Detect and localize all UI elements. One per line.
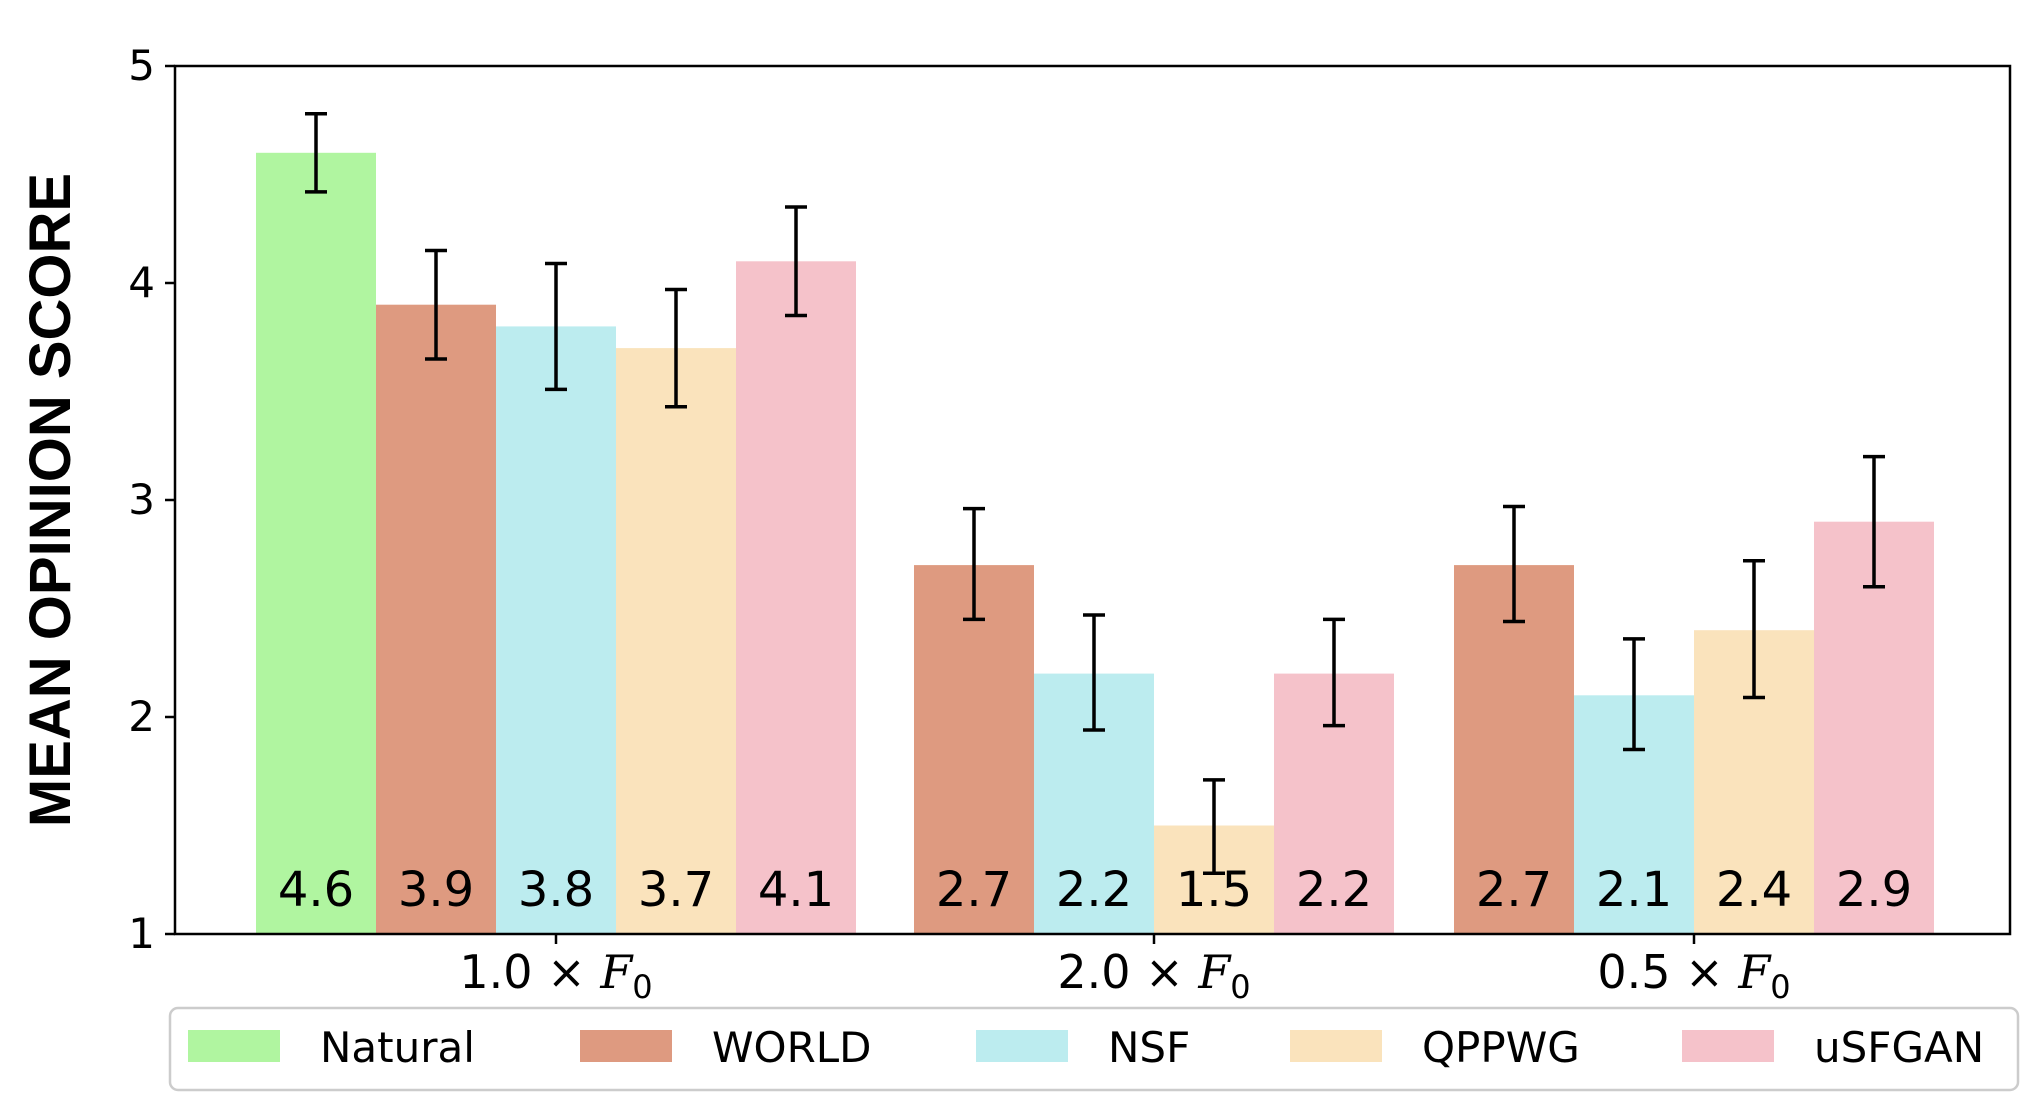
legend-label-nsf: NSF [1108, 1023, 1190, 1072]
data-label-nsf-cat0: 3.8 [518, 862, 594, 918]
x-tick-label-cat0: 1.0 × F0 [459, 945, 652, 1006]
y-tick-label-5: 5 [128, 41, 155, 90]
error-bar-usfgan-cat2 [1863, 454, 1885, 589]
error-bar-world-cat1 [963, 506, 985, 622]
legend-label-qppwg: QPPWG [1422, 1023, 1580, 1072]
legend-swatch-world [580, 1030, 672, 1062]
legend-label-natural: Natural [320, 1023, 475, 1072]
data-label-nsf-cat1: 2.2 [1056, 862, 1132, 918]
error-bar-natural-cat0 [305, 111, 327, 194]
bar-usfgan-cat0 [736, 261, 856, 934]
x-axis: 1.0 × F0 2.0 × F0 0.5 × F0 [459, 934, 1791, 1006]
y-tick-label-2: 2 [128, 692, 155, 741]
data-label-qppwg-cat1: 1.5 [1176, 862, 1252, 918]
error-bars-layer [305, 111, 1885, 875]
bar-world-cat0 [376, 304, 496, 934]
legend-label-usfgan: uSFGAN [1814, 1023, 1984, 1072]
legend-swatch-qppwg [1290, 1030, 1382, 1062]
data-label-usfgan-cat0: 4.1 [758, 862, 834, 918]
data-labels-layer: 4.6 3.9 3.8 3.7 4.1 2.7 2.2 1.5 2.2 2.7 2.1 2.4 2.9 [278, 862, 1912, 918]
legend-box [168, 1006, 2020, 1092]
bar-natural-cat0 [256, 152, 376, 935]
y-tick-label-4: 4 [128, 258, 155, 307]
x-tick-label-cat2: 0.5 × F0 [1597, 945, 1790, 1006]
data-label-natural-cat0: 4.6 [278, 862, 354, 918]
error-bar-nsf-cat1 [1083, 613, 1105, 732]
data-label-usfgan-cat1: 2.2 [1296, 862, 1372, 918]
error-bar-usfgan-cat0 [785, 205, 807, 318]
bar-qppwg-cat0 [616, 348, 736, 935]
y-tick-label-3: 3 [128, 475, 155, 524]
legend-swatch-nsf [976, 1030, 1068, 1062]
bars-layer [256, 152, 1934, 935]
error-bar-nsf-cat0 [545, 261, 567, 392]
y-tick-label-1: 1 [128, 909, 155, 958]
bar-world-cat2 [1454, 565, 1574, 934]
x-tick-label-cat1: 2.0 × F0 [1057, 945, 1250, 1006]
data-label-world-cat1: 2.7 [936, 862, 1012, 918]
data-label-nsf-cat2: 2.1 [1596, 862, 1672, 918]
legend-label-world: WORLD [712, 1023, 872, 1072]
error-bar-qppwg-cat2 [1743, 559, 1765, 700]
legend-swatch-usfgan [1682, 1030, 1774, 1062]
error-bar-qppwg-cat0 [665, 287, 687, 409]
data-label-qppwg-cat2: 2.4 [1716, 862, 1792, 918]
data-label-world-cat2: 2.7 [1476, 862, 1552, 918]
y-axis: 1 2 3 4 5 [128, 41, 175, 958]
error-bar-usfgan-cat1 [1323, 617, 1345, 728]
bar-nsf-cat0 [496, 326, 616, 934]
legend-swatch-natural [188, 1030, 280, 1062]
data-label-qppwg-cat0: 3.7 [638, 862, 714, 918]
error-bar-qppwg-cat1 [1203, 778, 1225, 875]
error-bar-nsf-cat2 [1623, 637, 1645, 752]
error-bar-world-cat2 [1503, 504, 1525, 624]
bar-usfgan-cat2 [1814, 521, 1934, 934]
data-label-usfgan-cat2: 2.9 [1836, 862, 1912, 918]
data-label-world-cat0: 3.9 [398, 862, 474, 918]
y-axis-label: MEAN OPINION SCORE [18, 173, 83, 827]
bar-world-cat1 [914, 565, 1034, 934]
legend: Natural WORLD NSF QPPWG uSFGAN [168, 1006, 2020, 1092]
error-bar-world-cat0 [425, 248, 447, 361]
